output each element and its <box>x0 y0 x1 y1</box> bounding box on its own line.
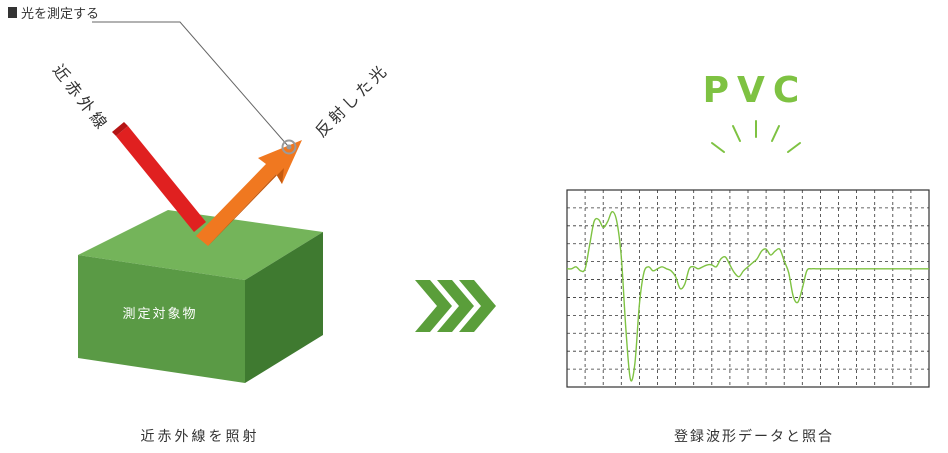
incident-label: 近赤外線 <box>49 61 113 136</box>
measure-label: 光を測定する <box>8 3 99 22</box>
square-bullet-icon <box>8 7 17 18</box>
leader-line <box>92 21 289 147</box>
waveform-chart <box>566 189 930 388</box>
box-side <box>245 232 323 383</box>
reflected-label: 反射した光 <box>311 60 392 141</box>
box-top <box>78 210 323 280</box>
result-label: PVC <box>702 70 808 111</box>
measure-label-text: 光を測定する <box>21 7 100 22</box>
sparkle-icon <box>711 120 801 153</box>
measure-point-dot <box>286 144 292 150</box>
caption-right: 登録波形データと照合 <box>674 429 834 445</box>
object-label: 測定対象物 <box>122 307 198 322</box>
reflected-beam <box>196 140 302 246</box>
incident-beam <box>116 126 206 232</box>
incident-beam-end <box>112 122 128 136</box>
caption-left: 近赤外線を照射 <box>140 429 260 445</box>
waveform-line <box>566 210 929 382</box>
reflected-beam-shadow <box>208 168 284 246</box>
chevrons-arrow <box>415 280 496 332</box>
measure-point-marker <box>281 139 297 155</box>
box-front <box>78 255 245 383</box>
